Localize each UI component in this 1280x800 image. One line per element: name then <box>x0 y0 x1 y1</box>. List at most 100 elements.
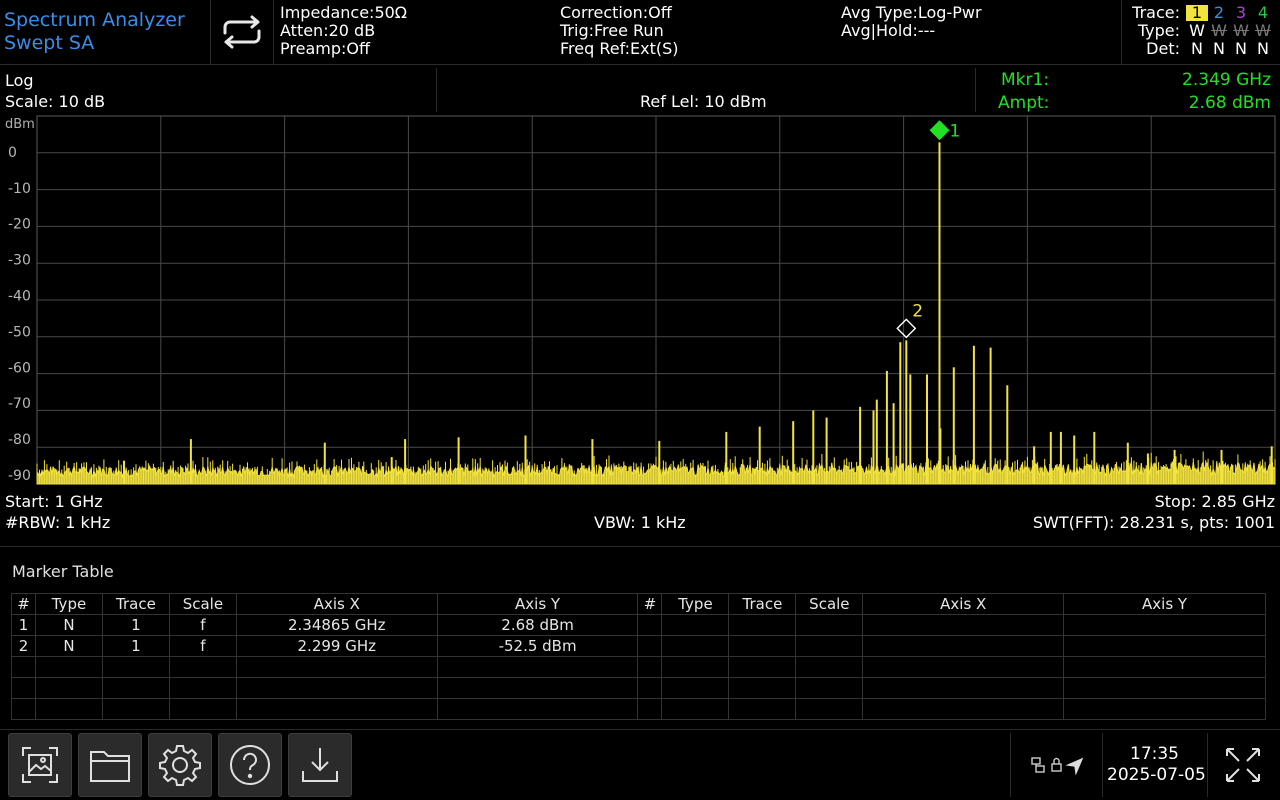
trace-3-number[interactable]: 3 <box>1235 3 1247 22</box>
connection-status[interactable] <box>1030 755 1086 779</box>
marker-table-row[interactable]: 2 N 1 f 2.299 GHz -52.5 dBm <box>11 635 1266 657</box>
trace-2-det: N <box>1213 39 1225 58</box>
marker-table-cell <box>728 614 797 636</box>
spectrum-peak <box>1049 431 1052 484</box>
sweep-time[interactable]: SWT(FFT): 28.231 s, pts: 1001 <box>1032 513 1275 532</box>
marker-table-cell <box>728 698 797 720</box>
marker-table-cell <box>637 656 663 678</box>
marker-table-cell <box>661 698 730 720</box>
marker-table-cell: N <box>34 614 103 636</box>
marker-1-label: 1 <box>950 121 961 141</box>
mkr-frequency: 2.349 GHz <box>1182 70 1271 90</box>
marker-table-cell <box>168 656 237 678</box>
header-col-avg[interactable]: Avg Type:Log-Pwr Avg|Hold:--- <box>841 5 982 41</box>
marker-table[interactable]: # Type Trace Scale Axis X Axis Y # Type Trace Sca… <box>11 593 1266 720</box>
stop-frequency[interactable]: Stop: 2.85 GHz <box>1154 492 1275 511</box>
marker-table-cell: 1 <box>11 614 36 636</box>
spectrum-peak <box>1033 446 1036 484</box>
spectrum-display[interactable]: 0-10-20-30-40-50-60-70-80-90 12 <box>0 112 1280 488</box>
scale-mode[interactable]: Log <box>5 71 34 90</box>
fullscreen-button[interactable] <box>1210 733 1276 797</box>
trace-4-number[interactable]: 4 <box>1257 3 1269 22</box>
y-tick-label: -70 <box>8 396 31 412</box>
mode-title[interactable]: Spectrum Analyzer <box>4 9 185 31</box>
settings-button[interactable] <box>148 733 212 797</box>
file-manager-button[interactable] <box>78 733 142 797</box>
marker-table-cell <box>661 656 730 678</box>
trace-label: Trace: <box>1132 3 1180 22</box>
spectrum-peak <box>872 410 875 484</box>
marker-table-header: # Type Trace Scale Axis X Axis Y # Type Trace Sca… <box>11 593 1266 615</box>
impedance-text: Impedance:50Ω <box>280 3 408 22</box>
marker-table-cell <box>235 698 438 720</box>
clock-time: 17:35 <box>1130 744 1179 764</box>
spectrum-peak <box>189 439 192 484</box>
spectrum-peak <box>524 435 527 484</box>
marker-table-row[interactable] <box>11 698 1266 720</box>
marker-table-row[interactable] <box>11 677 1266 699</box>
marker-table-cell <box>637 677 663 699</box>
marker-table-header-cell: Trace <box>101 593 170 615</box>
mode-subtitle[interactable]: Swept SA <box>4 32 95 54</box>
y-tick-label: -40 <box>8 289 31 305</box>
marker-table-cell: 1 <box>101 635 170 657</box>
trace-1-type: W <box>1189 21 1205 40</box>
screenshot-button[interactable] <box>8 733 72 797</box>
det-label: Det: <box>1146 39 1180 58</box>
marker-table-cell <box>436 656 639 678</box>
trace-1-det: N <box>1191 39 1203 58</box>
marker-table-header-cell: Axis X <box>862 593 1065 615</box>
marker-table-cell: N <box>34 635 103 657</box>
marker-table-cell <box>436 677 639 699</box>
mkr-label: Mkr1: <box>1001 70 1050 90</box>
header-col-input[interactable]: Impedance:50Ω Atten:20 dB Preamp:Off <box>280 5 407 59</box>
marker-table-header-cell: Axis Y <box>436 593 639 615</box>
marker-table-row[interactable] <box>11 656 1266 678</box>
marker-table-cell: 2.34865 GHz <box>235 614 438 636</box>
start-frequency[interactable]: Start: 1 GHz <box>5 492 103 511</box>
trace-1-swatch[interactable]: 1 <box>1186 5 1208 21</box>
help-button[interactable] <box>218 733 282 797</box>
trace-2-number[interactable]: 2 <box>1213 3 1225 22</box>
marker-table-cell <box>795 635 864 657</box>
marker-table-cell <box>661 614 730 636</box>
atten-text: Atten:20 dB <box>280 21 376 40</box>
marker-table-title: Marker Table <box>12 562 114 581</box>
marker-table-cell <box>1063 614 1266 636</box>
spectrum-peak <box>1220 449 1223 484</box>
y-tick-label: -50 <box>8 324 31 340</box>
header-col-trigger[interactable]: Correction:Off Trig:Free Run Freq Ref:Ex… <box>560 5 679 59</box>
marker-table-row[interactable]: 1 N 1 f 2.34865 GHz 2.68 dBm <box>11 614 1266 636</box>
spectrum-peak <box>859 406 862 484</box>
marker-table-header-cell: Axis Y <box>1063 593 1266 615</box>
spectrum-peak <box>457 437 460 484</box>
network-icon <box>1031 757 1045 773</box>
y-tick-label: -10 <box>8 181 31 197</box>
marker-table-header-cell: # <box>637 593 663 615</box>
marker-table-cell <box>436 698 639 720</box>
spectrum-peak <box>758 426 761 484</box>
scale-per-div[interactable]: Scale: 10 dB <box>5 92 106 111</box>
trace-legend[interactable]: Trace: 1 2 3 4 Type: W W W W Det: N N N … <box>1124 5 1274 57</box>
freq-ref-text: Freq Ref:Ext(S) <box>560 39 679 58</box>
trig-text: Trig:Free Run <box>560 21 664 40</box>
clock-date: 2025-07-05 <box>1107 765 1206 785</box>
spectrum-peak <box>825 417 828 484</box>
ampt-label: Ampt: <box>998 93 1050 113</box>
marker-table-cell <box>862 614 1065 636</box>
spectrum-peak <box>938 142 941 485</box>
marker-table-cell: 2.68 dBm <box>436 614 639 636</box>
marker-table-cell <box>11 677 36 699</box>
rbw[interactable]: #RBW: 1 kHz <box>5 513 111 532</box>
ref-level[interactable]: Ref Lel: 10 dBm <box>640 92 767 111</box>
marker-table-cell <box>862 656 1065 678</box>
marker-table-cell <box>101 656 170 678</box>
y-tick-label: -30 <box>8 253 31 269</box>
sweep-repeat-button[interactable] <box>212 0 272 64</box>
marker-table-header-cell: Trace <box>728 593 797 615</box>
marker-table-cell <box>795 698 864 720</box>
marker-1-diamond[interactable] <box>929 120 950 141</box>
save-button[interactable] <box>288 733 352 797</box>
marker-2-diamond[interactable] <box>896 318 917 339</box>
vbw[interactable]: VBW: 1 kHz <box>594 513 686 532</box>
